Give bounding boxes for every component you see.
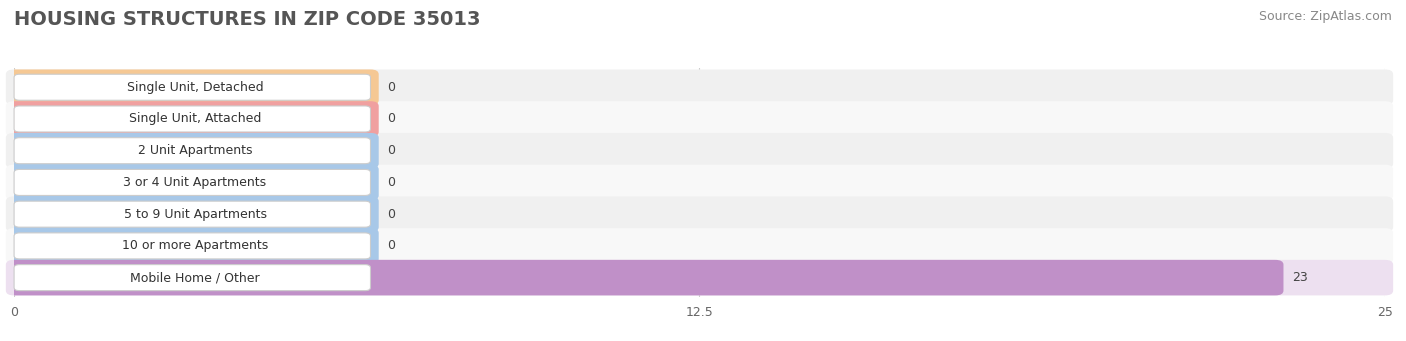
Text: Source: ZipAtlas.com: Source: ZipAtlas.com bbox=[1258, 10, 1392, 23]
Text: 5 to 9 Unit Apartments: 5 to 9 Unit Apartments bbox=[124, 208, 267, 221]
FancyBboxPatch shape bbox=[6, 70, 1393, 105]
Text: Single Unit, Detached: Single Unit, Detached bbox=[127, 81, 263, 94]
Text: 0: 0 bbox=[387, 239, 395, 252]
FancyBboxPatch shape bbox=[14, 265, 371, 291]
FancyBboxPatch shape bbox=[6, 101, 1393, 137]
FancyBboxPatch shape bbox=[6, 70, 378, 105]
Text: 0: 0 bbox=[387, 144, 395, 157]
Text: 0: 0 bbox=[387, 176, 395, 189]
FancyBboxPatch shape bbox=[6, 133, 378, 168]
Text: 10 or more Apartments: 10 or more Apartments bbox=[122, 239, 269, 252]
FancyBboxPatch shape bbox=[14, 74, 371, 100]
FancyBboxPatch shape bbox=[6, 228, 378, 264]
FancyBboxPatch shape bbox=[6, 165, 1393, 200]
FancyBboxPatch shape bbox=[14, 106, 371, 132]
FancyBboxPatch shape bbox=[14, 201, 371, 227]
Text: 2 Unit Apartments: 2 Unit Apartments bbox=[138, 144, 252, 157]
FancyBboxPatch shape bbox=[6, 260, 1393, 295]
FancyBboxPatch shape bbox=[6, 228, 1393, 264]
FancyBboxPatch shape bbox=[6, 165, 378, 200]
FancyBboxPatch shape bbox=[14, 169, 371, 195]
FancyBboxPatch shape bbox=[6, 196, 1393, 232]
Text: Mobile Home / Other: Mobile Home / Other bbox=[131, 271, 260, 284]
Text: 0: 0 bbox=[387, 208, 395, 221]
FancyBboxPatch shape bbox=[6, 260, 1284, 295]
Text: 0: 0 bbox=[387, 113, 395, 125]
FancyBboxPatch shape bbox=[6, 101, 378, 137]
Text: Single Unit, Attached: Single Unit, Attached bbox=[129, 113, 262, 125]
FancyBboxPatch shape bbox=[6, 133, 1393, 168]
FancyBboxPatch shape bbox=[14, 233, 371, 259]
FancyBboxPatch shape bbox=[14, 138, 371, 164]
Text: 23: 23 bbox=[1292, 271, 1308, 284]
Text: 3 or 4 Unit Apartments: 3 or 4 Unit Apartments bbox=[124, 176, 267, 189]
Text: 0: 0 bbox=[387, 81, 395, 94]
Text: HOUSING STRUCTURES IN ZIP CODE 35013: HOUSING STRUCTURES IN ZIP CODE 35013 bbox=[14, 10, 481, 29]
FancyBboxPatch shape bbox=[6, 196, 378, 232]
